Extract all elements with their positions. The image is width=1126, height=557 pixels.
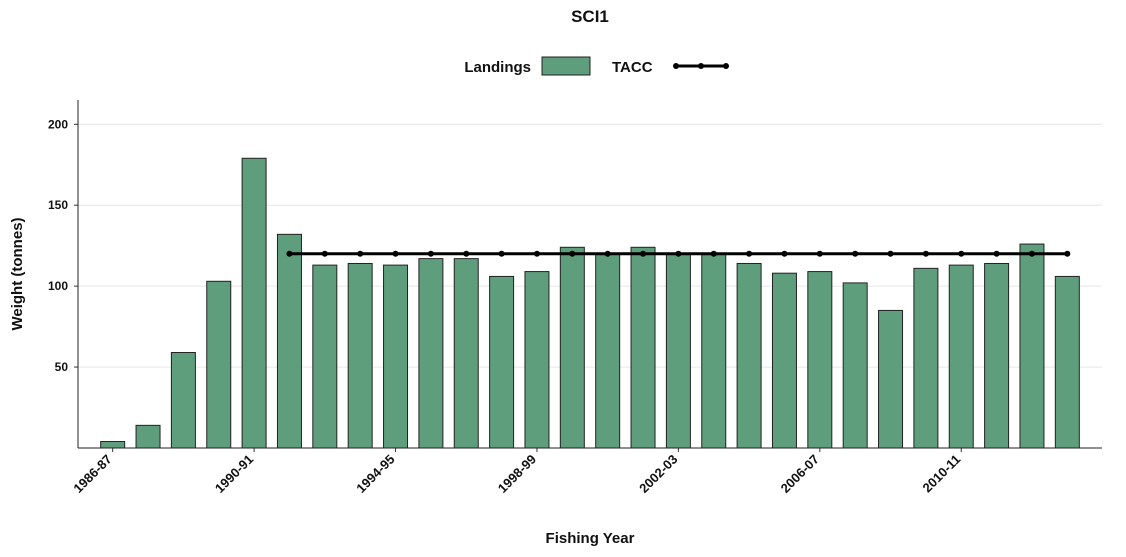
- line-point: [392, 250, 399, 257]
- line-point: [286, 250, 293, 257]
- y-tick-label: 200: [48, 117, 68, 131]
- x-tick-label: 1998-99: [495, 452, 539, 496]
- line-point: [816, 250, 823, 257]
- line-point: [993, 250, 1000, 257]
- line-point: [675, 250, 682, 257]
- bar: [878, 309, 904, 449]
- line-point: [1064, 250, 1071, 257]
- bar: [807, 271, 833, 449]
- bar: [630, 246, 656, 449]
- legend-marker: [723, 63, 729, 69]
- legend-swatch: [541, 56, 591, 76]
- bar: [100, 441, 126, 449]
- y-tick-label: 50: [55, 360, 69, 374]
- bar: [842, 282, 868, 449]
- line-point: [604, 250, 611, 257]
- line-point: [710, 250, 717, 257]
- line-point: [922, 250, 929, 257]
- bar: [984, 262, 1010, 449]
- bar: [771, 272, 797, 449]
- line-point: [781, 250, 788, 257]
- x-tick-label: 2002-03: [636, 452, 680, 496]
- bar: [170, 352, 196, 449]
- x-tick-label: 1990-91: [212, 452, 256, 496]
- legend-marker: [698, 63, 704, 69]
- bar: [701, 253, 727, 449]
- line-point: [1028, 250, 1035, 257]
- bar: [241, 157, 267, 449]
- x-tick-label: 2006-07: [778, 452, 822, 496]
- bar: [312, 264, 338, 449]
- y-tick-label: 100: [48, 279, 68, 293]
- bar: [347, 262, 373, 449]
- x-tick-label: 1994-95: [353, 452, 397, 496]
- bar: [489, 275, 515, 449]
- line-point: [463, 250, 470, 257]
- line-point: [533, 250, 540, 257]
- y-axis-title: Weight (tonnes): [9, 217, 26, 330]
- bar: [524, 271, 550, 449]
- bar: [736, 262, 762, 449]
- line-point: [640, 250, 647, 257]
- bar: [665, 253, 691, 449]
- line-point: [746, 250, 753, 257]
- line-point: [427, 250, 434, 257]
- x-tick-label: 2010-11: [920, 452, 964, 496]
- line-point: [321, 250, 328, 257]
- bar: [206, 280, 232, 449]
- line-point: [852, 250, 859, 257]
- bar: [418, 258, 444, 449]
- line-point: [498, 250, 505, 257]
- x-axis-title: Fishing Year: [546, 530, 635, 547]
- chart-title: SCI1: [571, 7, 609, 26]
- bar: [595, 253, 621, 449]
- bar: [453, 258, 479, 449]
- legend-label: TACC: [612, 59, 653, 76]
- bar: [1019, 243, 1045, 449]
- y-tick-label: 150: [48, 198, 68, 212]
- line-point: [569, 250, 576, 257]
- line-point: [357, 250, 364, 257]
- x-tick-label: 1986-87: [70, 452, 114, 496]
- bar: [559, 246, 585, 449]
- legend-label: Landings: [464, 59, 531, 76]
- legend-marker: [673, 63, 679, 69]
- bar: [913, 267, 939, 449]
- bar: [135, 424, 161, 449]
- bar: [383, 264, 409, 449]
- line-point: [958, 250, 965, 257]
- bar: [1054, 275, 1080, 449]
- line-point: [887, 250, 894, 257]
- bar: [276, 233, 302, 449]
- bar: [948, 264, 974, 449]
